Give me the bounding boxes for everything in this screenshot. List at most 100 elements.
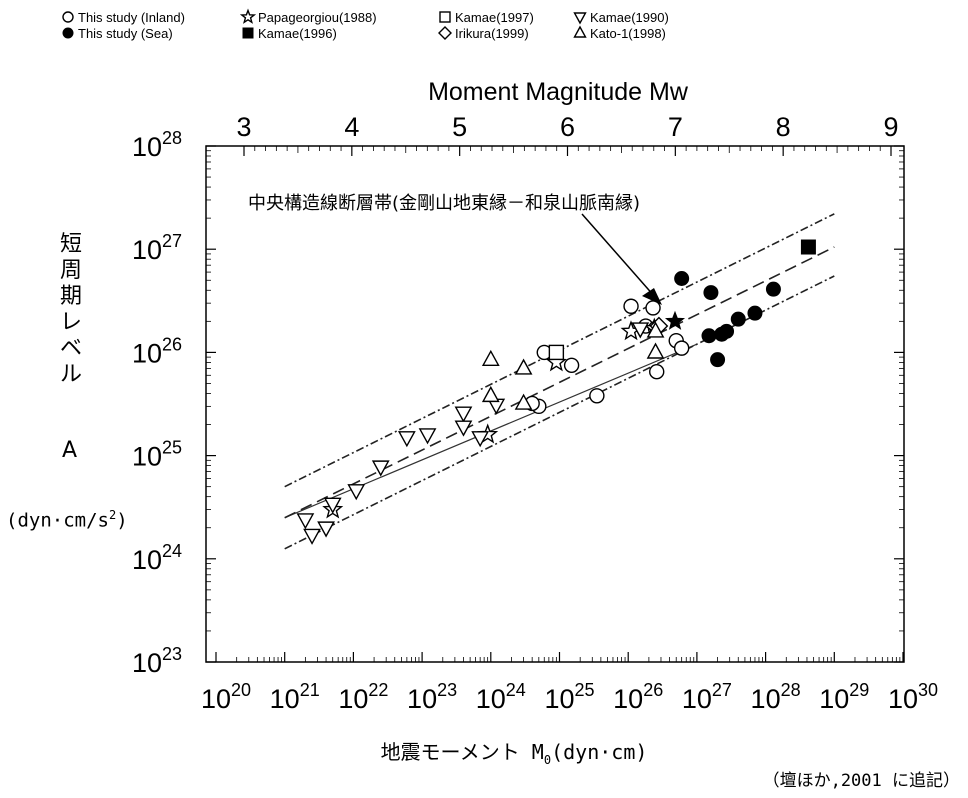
data-point-open-triangle-down	[303, 528, 321, 545]
x-axis-title-suffix: (dyn·cm)	[551, 740, 648, 764]
data-point-open-triangle-up	[646, 342, 665, 359]
data-point-filled-circle	[710, 352, 726, 368]
reference-line-dash-long	[284, 246, 835, 519]
data-point-filled-circle	[703, 285, 719, 301]
x-tick-label: 1025	[544, 680, 594, 714]
x-tick-label: 1027	[682, 680, 732, 714]
legend-marker-open-square	[439, 11, 451, 23]
data-point-open-triangle-down	[296, 513, 315, 530]
x-axis-title-prefix: 地震モーメント M	[380, 740, 544, 764]
annotation-label: 中央構造線断層帯(金剛山地東縁－和泉山脈南縁)	[248, 193, 640, 214]
x-axis-title: 地震モーメント M0(dyn·cm)	[0, 736, 968, 767]
ylabel-char-4: レ	[59, 310, 82, 335]
data-point-open-triangle-down	[454, 420, 473, 437]
x-tick-label: 1028	[751, 680, 801, 714]
legend-marker-filled-square	[242, 27, 254, 39]
data-point-open-square	[548, 344, 565, 361]
annotation-arrowhead	[642, 288, 662, 305]
x-tick-label: 1022	[338, 680, 388, 714]
legend: This study (Inland) This study (Sea) Pap…	[62, 8, 669, 41]
y-tick-label: 1025	[132, 438, 182, 472]
ylabel-char-2: 周	[59, 258, 82, 283]
ylabel-char-6: ル	[59, 362, 82, 387]
legend-entry-irikura: Irikura(1999)	[455, 26, 529, 41]
mw-tick-label: 9	[883, 112, 898, 142]
data-point-filled-circle	[730, 311, 746, 327]
y-tick-label: 1023	[132, 644, 182, 678]
legend-marker-open-triangle-up	[573, 25, 587, 38]
data-point-filled-circle	[747, 305, 763, 321]
data-point-open-triangle-down	[323, 497, 342, 514]
data-point-open-circle	[563, 357, 580, 373]
annotation: 中央構造線断層帯(金剛山地東縁－和泉山脈南縁)	[248, 193, 662, 305]
mw-tick-label: 3	[236, 112, 251, 142]
data-point-open-triangle-down	[471, 431, 490, 448]
x-tick-label: 1021	[270, 680, 320, 714]
y-tick-label: 1028	[132, 128, 182, 162]
legend-entry-kamae1997: Kamae(1997)	[455, 10, 534, 25]
legend-entry-sea: This study (Sea)	[78, 26, 173, 41]
data-point-open-triangle-up	[481, 385, 500, 403]
legend-marker-open-diamond	[438, 26, 452, 40]
data-point-open-triangle-down	[454, 406, 473, 423]
plot-frame	[205, 145, 905, 663]
ylabel-symbol: A	[62, 438, 78, 463]
x-tick-label: 1030	[888, 680, 938, 714]
data-point-open-triangle-down	[397, 431, 416, 448]
mw-tick-label: 5	[452, 112, 467, 142]
data-point-open-circle	[623, 298, 639, 314]
legend-entry-papageorgiou: Papageorgiou(1988)	[258, 10, 377, 25]
ylabel-char-5: ベ	[59, 336, 82, 361]
data-point-open-triangle-down	[371, 460, 390, 477]
legend-entry-kamae1990: Kamae(1990)	[590, 10, 669, 25]
data-point-open-triangle-down	[347, 484, 366, 501]
source-note: （壇ほか,2001 に追記）	[762, 771, 960, 791]
data-point-filled-square	[800, 239, 816, 255]
x-tick-label: 1026	[613, 680, 663, 714]
mw-tick-label: 8	[776, 112, 791, 142]
x-tick-label: 1024	[476, 680, 526, 714]
data-point-open-triangle-up	[481, 349, 500, 366]
legend-marker-open-circle	[62, 11, 74, 23]
y-tick-label: 1024	[132, 541, 182, 575]
data-point-open-triangle-down	[631, 322, 650, 339]
y-unit: (dyn·cm/s2)	[6, 508, 128, 531]
data-point-open-circle	[673, 340, 690, 356]
ylabel-char-3: 期	[59, 284, 82, 309]
y-unit-suffix: )	[116, 509, 128, 532]
data-point-open-triangle-down	[418, 428, 437, 445]
legend-marker-filled-circle	[62, 27, 74, 39]
data-point-open-triangle-up	[646, 321, 665, 338]
annotation-arrow-line	[581, 213, 656, 298]
mw-tick-label: 4	[344, 112, 359, 142]
mw-tick-label: 7	[668, 112, 683, 142]
legend-entry-inland: This study (Inland)	[78, 10, 185, 25]
x-tick-label: 1020	[201, 680, 251, 714]
data-point-filled-circle	[765, 281, 781, 297]
legend-entry-kato: Kato-1(1998)	[590, 26, 666, 41]
y-unit-sup: 2	[108, 508, 117, 522]
data-point-open-triangle-up	[514, 393, 533, 410]
data-point-filled-circle	[674, 271, 690, 287]
data-point-filled-circle	[719, 323, 735, 339]
x-axis-title-sub: 0	[543, 753, 552, 767]
y-unit-prefix: (dyn·cm/s	[6, 509, 109, 532]
mw-tick-label: 6	[560, 112, 575, 142]
data-point-open-circle	[589, 388, 605, 404]
y-tick-label: 1026	[132, 334, 182, 368]
top-axis-title: Moment Magnitude Mw	[428, 78, 689, 106]
x-tick-label: 1029	[819, 680, 869, 714]
legend-entry-kamae1996: Kamae(1996)	[258, 26, 337, 41]
data-point-filled-circle	[701, 328, 717, 344]
y-tick-label: 1027	[132, 231, 182, 265]
ylabel-char-1: 短	[59, 232, 82, 257]
data-point-open-triangle-down	[317, 521, 335, 538]
data-point-open-triangle-up	[514, 358, 533, 375]
x-tick-label: 1023	[407, 680, 457, 714]
data-point-open-circle	[649, 364, 665, 380]
legend-marker-open-triangle-down	[573, 12, 587, 25]
reference-line-dash-dot	[284, 275, 835, 550]
legend-marker-open-star	[239, 8, 257, 24]
data-point-filled-star	[664, 310, 686, 330]
